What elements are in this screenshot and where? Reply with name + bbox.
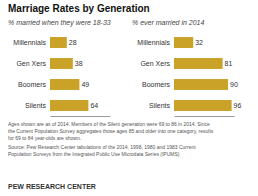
bar	[174, 37, 193, 48]
data-label: 64	[90, 102, 98, 109]
y-tick: Silents	[25, 102, 47, 109]
y-tick: Silents	[149, 102, 171, 109]
footer: PEW RESEARCH CENTER	[8, 183, 96, 190]
y-tick-label: Gen Xers	[16, 60, 46, 67]
bar	[50, 58, 73, 69]
footnote: the Current Population Survey aggregates…	[8, 128, 214, 134]
data-label: 90	[230, 81, 238, 88]
data-label: 28	[69, 39, 77, 46]
x-axis	[175, 116, 235, 117]
subtitle: % married when they were 18-33	[8, 19, 111, 27]
footnote: Population Surveys from the Integrated P…	[8, 151, 180, 157]
y-tick-label: Silents	[25, 102, 47, 109]
y-tick-label: Boomers	[18, 81, 47, 88]
data-label: 96	[234, 102, 242, 109]
chart-container: Marriage Rates by Generation % married wh…	[0, 0, 258, 196]
y-tick-label: Gen Xers	[140, 60, 170, 67]
data-label: 49	[81, 81, 89, 88]
panel: % ever married in 2014 Millennials Gen Xer…	[132, 19, 241, 117]
chart-svg: Marriage Rates by Generation % married wh…	[0, 0, 258, 196]
footnote: Ages shown are as of 2014. Members of th…	[8, 121, 210, 127]
y-tick: Gen Xers	[16, 60, 46, 67]
panel: % married when they were 18-33 Millennial…	[8, 19, 111, 117]
y-tick: Boomers	[18, 81, 47, 88]
data-label: 32	[195, 39, 203, 46]
bar	[50, 79, 79, 90]
footnote: for 69 to 84 year-olds are shown.	[8, 135, 81, 141]
bar	[174, 100, 232, 111]
y-tick-label: Boomers	[142, 81, 171, 88]
bar	[50, 100, 88, 111]
y-tick: Millennials	[137, 39, 170, 46]
y-axis: Millennials Gen Xers Boomers Silents	[137, 39, 170, 109]
x-axis-line	[175, 116, 235, 117]
y-tick-label: Millennials	[13, 39, 46, 46]
y-tick: Gen Xers	[140, 60, 170, 67]
bars	[174, 37, 232, 111]
y-tick: Boomers	[142, 81, 171, 88]
bar	[50, 37, 67, 48]
x-axis-line	[51, 116, 111, 117]
bar	[174, 79, 228, 90]
y-axis: Millennials Gen Xers Boomers Silents	[13, 39, 46, 109]
y-tick: Millennials	[13, 39, 46, 46]
x-axis	[51, 116, 111, 117]
bar	[174, 58, 223, 69]
y-tick-label: Millennials	[137, 39, 170, 46]
title: Marriage Rates by Generation	[8, 3, 150, 14]
data-label: 81	[225, 60, 233, 67]
subtitle: % ever married in 2014	[132, 19, 204, 26]
y-tick-label: Silents	[149, 102, 171, 109]
data-label: 38	[75, 60, 83, 67]
bars	[50, 37, 88, 111]
footnote: Source: Pew Research Center tabulations …	[8, 144, 196, 150]
